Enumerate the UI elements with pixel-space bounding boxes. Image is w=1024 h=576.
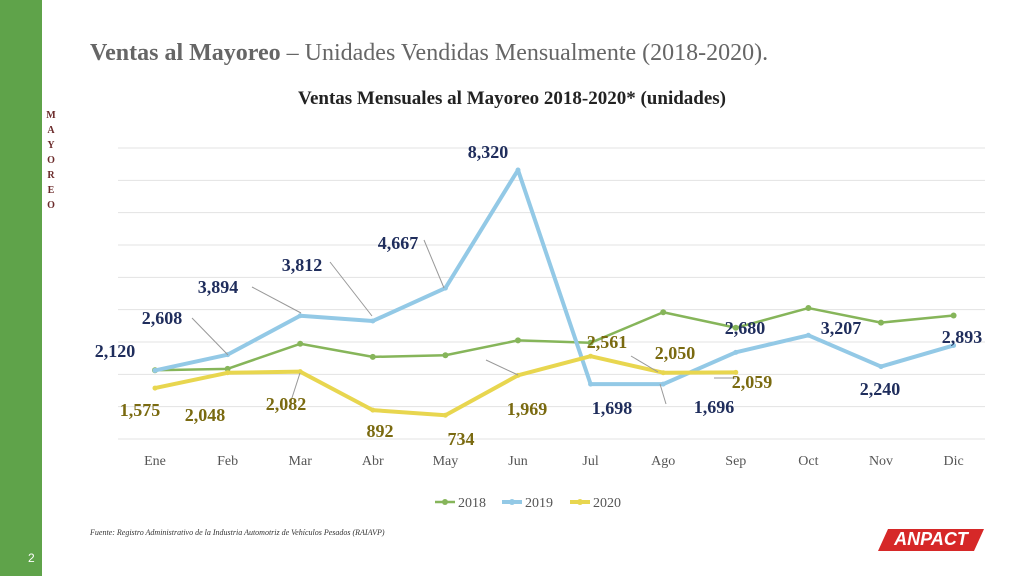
anpact-logo: ANPACT (878, 529, 984, 551)
source-note: Fuente: Registro Administrativo de la In… (90, 528, 385, 537)
leader-line (329, 261, 373, 317)
data-label-2019: 4,667 (378, 233, 419, 253)
x-tick-label: Abr (362, 454, 384, 469)
leader-line (485, 359, 519, 376)
data-point-2018 (805, 305, 812, 312)
data-point-2018 (878, 319, 884, 326)
data-point-2018 (587, 339, 594, 346)
legend-marker-2019 (509, 499, 515, 505)
data-point-2018 (297, 340, 304, 347)
data-label-2020: 2,050 (655, 343, 696, 363)
data-label-2020: 2,048 (185, 405, 226, 425)
leader-line (659, 383, 667, 405)
slide-title: Ventas al Mayoreo – Unidades Vendidas Me… (90, 40, 768, 67)
slide-title-bold: Ventas al Mayoreo (90, 40, 281, 66)
x-tick-label: Oct (798, 454, 818, 469)
x-tick-label: Dic (943, 454, 963, 469)
chart-title: Ventas Mensuales al Mayoreo 2018-2020* (… (297, 88, 727, 109)
sidebar-band (0, 0, 42, 576)
data-point-2018 (442, 352, 449, 359)
leader-line (251, 286, 302, 314)
data-label-2019: 3,894 (198, 277, 239, 297)
data-point-2019 (588, 381, 594, 387)
data-point-2020 (588, 353, 594, 359)
x-tick-label: Ene (144, 454, 166, 469)
data-label-2019: 2,120 (95, 341, 136, 361)
data-label-2019: 2,608 (142, 308, 183, 328)
data-label-2020: 892 (367, 421, 394, 441)
x-tick-label: May (433, 454, 459, 469)
data-point-2018 (660, 309, 667, 316)
data-label-2020: 2,561 (587, 332, 628, 352)
data-point-2019 (660, 381, 666, 387)
legend-marker-2020 (577, 499, 583, 505)
slide-title-dot: . (762, 40, 769, 66)
data-point-2019 (297, 313, 303, 319)
x-tick-label: Ago (651, 454, 675, 469)
data-point-2018 (950, 312, 957, 319)
leader-line (191, 317, 229, 356)
data-label-2019: 8,320 (468, 142, 509, 162)
data-label-2019: 3,812 (282, 255, 323, 275)
data-label-2020: 1,575 (120, 400, 161, 420)
data-label-2020: 734 (448, 429, 475, 449)
data-point-2020 (660, 370, 666, 376)
x-tick-label: Feb (217, 454, 238, 469)
data-point-2019 (878, 364, 884, 370)
data-label-2019: 1,698 (592, 398, 633, 418)
legend-label-2020: 2020 (593, 496, 621, 511)
data-point-2019 (370, 318, 376, 324)
legend-label-2018: 2018 (458, 496, 486, 511)
vertical-section-label: M A Y O R E O (46, 110, 56, 211)
legend-label-2019: 2019 (525, 496, 553, 511)
data-point-2019 (515, 167, 521, 173)
data-label-2019: 2,240 (860, 379, 901, 399)
page-number: 2 (28, 551, 35, 565)
leader-line (630, 355, 659, 373)
data-label-2020: 1,969 (507, 399, 548, 419)
svg-text:ANPACT: ANPACT (893, 529, 970, 549)
x-tick-label: Jun (508, 454, 527, 469)
data-label-2019: 2,893 (942, 327, 983, 347)
leader-line (423, 239, 445, 289)
data-label-2019: 1,696 (694, 397, 735, 417)
x-tick-label: Mar (289, 454, 313, 469)
data-point-2020 (152, 385, 158, 391)
data-point-2019 (733, 349, 739, 355)
data-label-2020: 2,059 (732, 372, 773, 392)
data-point-2020 (297, 369, 303, 375)
data-label-2020: 2,082 (266, 394, 307, 414)
data-label-2019: 3,207 (821, 318, 862, 338)
data-point-2020 (442, 412, 448, 418)
data-label-2019: 2,680 (725, 318, 766, 338)
data-point-2019 (805, 332, 811, 338)
data-point-2020 (733, 369, 739, 375)
data-point-2018 (224, 365, 231, 372)
x-tick-label: Nov (869, 454, 893, 469)
x-tick-label: Jul (582, 454, 598, 469)
x-tick-label: Sep (725, 454, 746, 469)
series-line-2018 (154, 306, 954, 372)
data-point-2020 (515, 372, 521, 378)
leader-line (289, 372, 301, 405)
data-point-2019 (442, 285, 448, 291)
data-point-2019 (152, 367, 158, 373)
series-line-2019 (154, 167, 955, 387)
data-point-2018 (732, 324, 739, 331)
data-point-2018 (369, 353, 376, 360)
data-point-2020 (370, 407, 376, 413)
data-point-2020 (225, 370, 231, 376)
data-point-2019 (951, 342, 957, 348)
slide-title-rest: – Unidades Vendidas Mensualmente (2018-2… (280, 40, 763, 66)
legend-marker-2018 (442, 499, 448, 505)
data-point-2018 (515, 337, 521, 344)
